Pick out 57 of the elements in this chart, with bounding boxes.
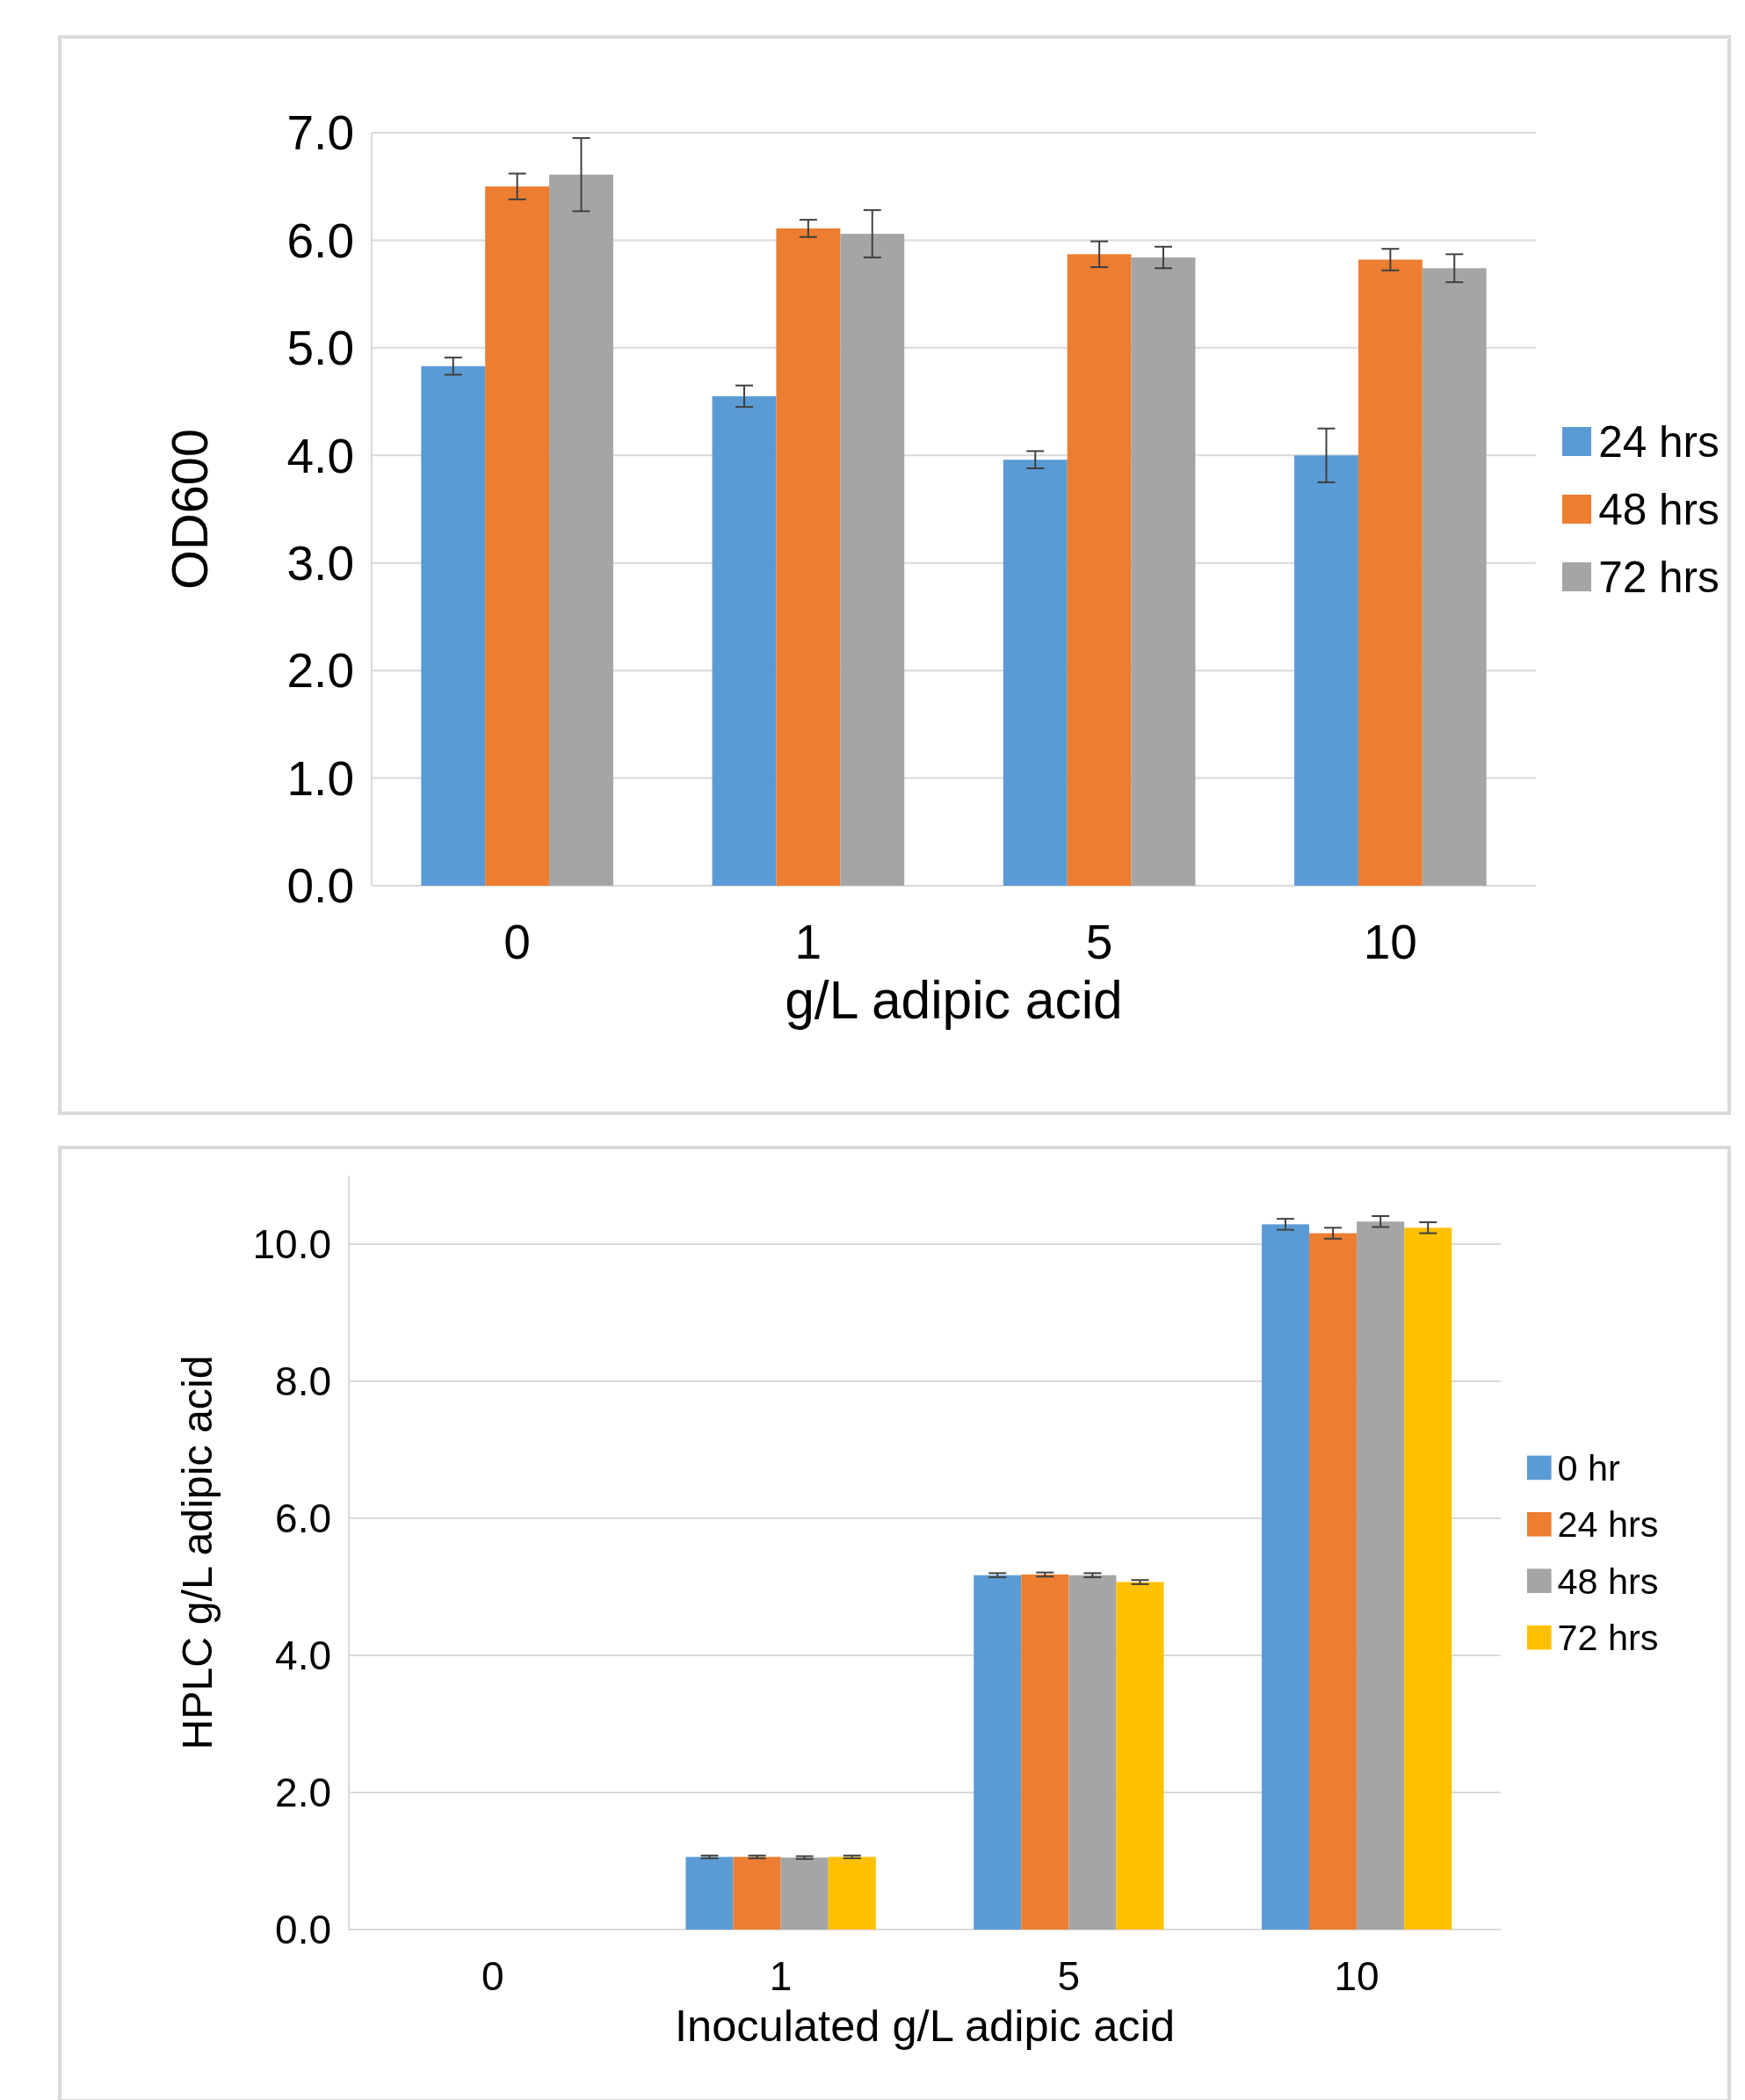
bar <box>1068 1575 1117 1930</box>
y-tick-label: 8.0 <box>275 1358 331 1405</box>
bar <box>776 228 841 886</box>
y-tick-label: 6.0 <box>275 1495 331 1542</box>
y-tick-label: 0.0 <box>275 1907 331 1953</box>
bar <box>1422 268 1487 886</box>
x-tick-label: 10 <box>1363 914 1417 969</box>
legend-label: 48 hrs <box>1598 484 1720 533</box>
bar <box>974 1575 1022 1930</box>
legend-label: 24 hrs <box>1598 416 1720 466</box>
x-tick-label: 5 <box>1057 1953 1081 1999</box>
bar <box>1116 1582 1164 1930</box>
legend-label: 72 hrs <box>1557 1618 1659 1659</box>
x-tick-label: 10 <box>1334 1953 1379 1999</box>
legend-label: 24 hrs <box>1557 1504 1659 1546</box>
bar <box>828 1857 876 1930</box>
bar <box>1003 460 1068 886</box>
x-tick-label: 1 <box>769 1953 793 1999</box>
legend-label: 0 hr <box>1557 1447 1621 1488</box>
bar <box>421 366 486 886</box>
bar <box>1131 257 1196 886</box>
y-tick-label: 4.0 <box>286 428 354 483</box>
legend-label: 48 hrs <box>1557 1561 1659 1602</box>
y-tick-label: 2.0 <box>286 643 354 699</box>
bar <box>1261 1224 1310 1930</box>
bar <box>1358 259 1423 886</box>
bar <box>685 1857 734 1930</box>
x-tick-label: 0 <box>482 1953 504 1999</box>
y-tick-label: 7.0 <box>286 105 354 161</box>
y-tick-label: 3.0 <box>286 535 354 590</box>
y-tick-label: 2.0 <box>275 1770 331 1816</box>
x-tick-label: 5 <box>1085 914 1113 969</box>
bar <box>1021 1574 1069 1930</box>
y-tick-label: 6.0 <box>286 213 354 268</box>
y-tick-label: 1.0 <box>286 750 354 806</box>
bar <box>1294 455 1358 886</box>
bar <box>1357 1221 1405 1930</box>
y-tick-label: 4.0 <box>275 1633 331 1679</box>
y-tick-label: 5.0 <box>286 321 354 376</box>
y-axis-title: HPLC g/L adipic acid <box>172 1355 221 1750</box>
bar <box>733 1857 781 1930</box>
bar <box>1404 1227 1452 1930</box>
bar <box>1309 1233 1358 1930</box>
bar <box>549 174 613 886</box>
bar <box>485 186 550 886</box>
bar <box>1067 254 1132 886</box>
bar <box>712 395 777 886</box>
bar <box>840 234 905 886</box>
x-axis-title: Inoculated g/L adipic acid <box>674 2000 1176 2051</box>
y-axis-title: OD600 <box>162 429 218 590</box>
legend-label: 72 hrs <box>1598 552 1720 601</box>
x-tick-label: 0 <box>503 914 531 969</box>
x-axis-title: g/L adipic acid <box>785 970 1123 1031</box>
x-tick-label: 1 <box>794 914 822 969</box>
bar <box>780 1857 829 1930</box>
y-tick-label: 0.0 <box>286 858 354 914</box>
y-tick-label: 10.0 <box>252 1221 331 1268</box>
